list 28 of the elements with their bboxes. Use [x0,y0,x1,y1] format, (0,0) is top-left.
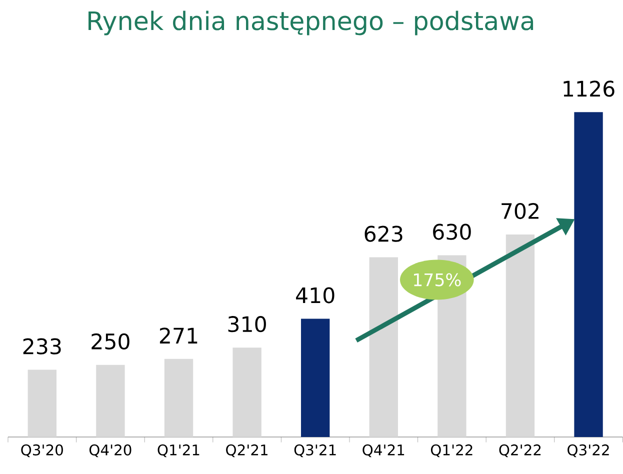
data-label: 271 [160,328,198,344]
data-label: 250 [92,333,130,350]
bar [232,348,262,437]
bar [96,364,125,437]
data-label: 702 [502,202,538,220]
bar [300,318,330,437]
bar [574,112,603,437]
data-label: 623 [364,226,402,242]
bar [369,257,398,437]
x-tick-label: Q2'22 [499,444,541,458]
data-label: 410 [296,287,334,304]
data-label: 630 [433,224,471,240]
bar [506,234,535,437]
chart-title: Rynek dnia następnego – podstawa [88,10,534,36]
x-tick-label: Q4'21 [362,444,404,458]
x-tick-label: Q3'20 [21,444,63,458]
x-tick-label: Q3'21 [294,444,336,458]
bar [28,370,56,437]
x-tick-label: Q3'22 [568,444,609,458]
x-tick-label: Q1'21 [158,444,200,458]
annotation: 175% [414,273,461,286]
x-tick-label: Q4'20 [89,444,132,458]
data-label: 310 [228,316,266,332]
data-label: 233 [23,338,61,354]
x-tick-label: Q2'21 [226,444,268,458]
x-tick-label: Q1'22 [430,444,472,458]
bar [164,358,194,437]
data-label: 1126 [564,80,614,97]
